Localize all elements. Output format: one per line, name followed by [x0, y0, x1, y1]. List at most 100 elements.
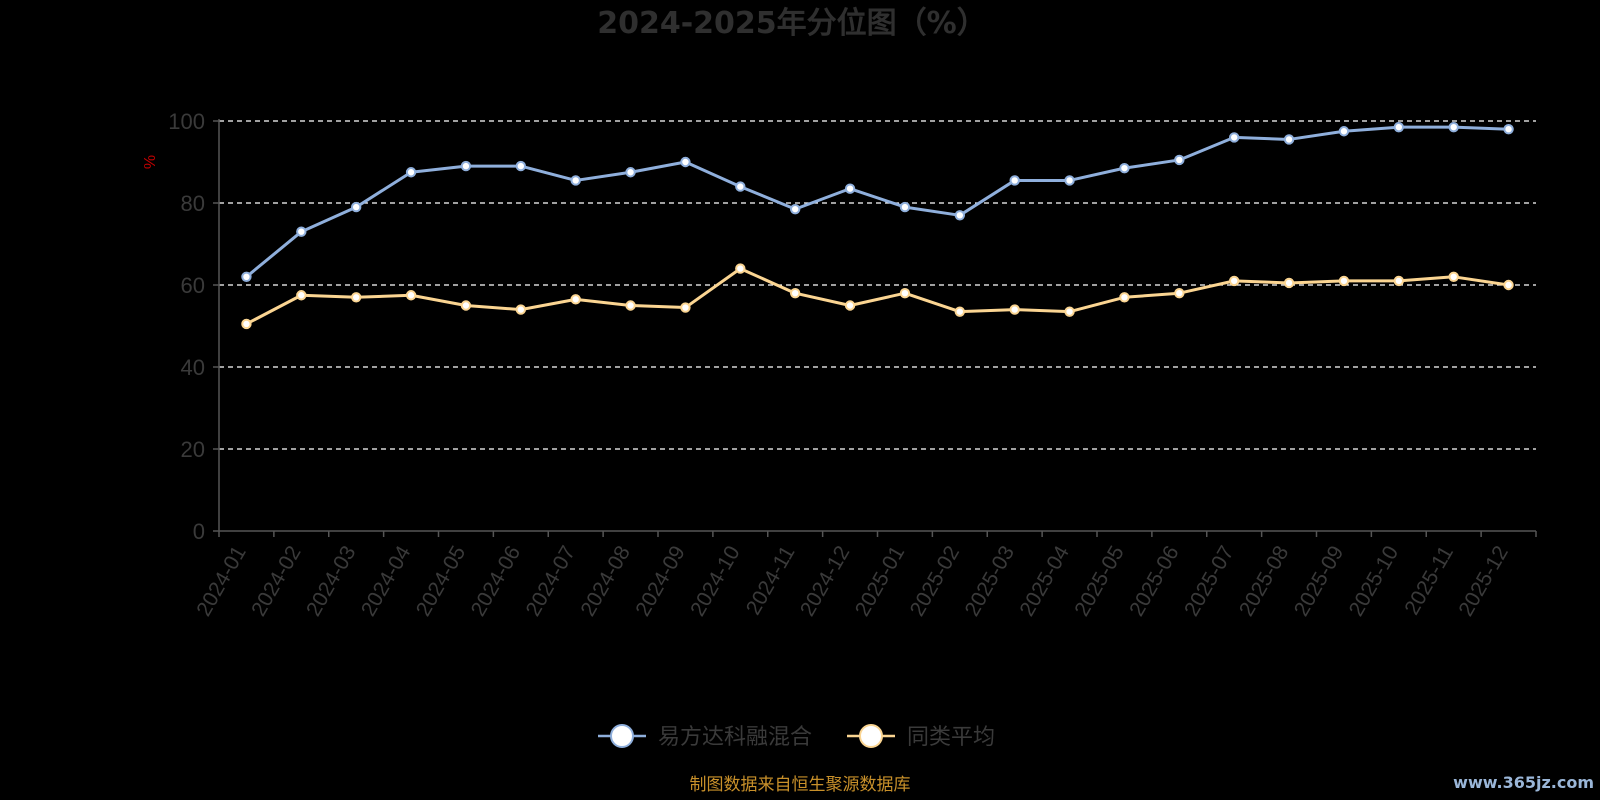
- y-tick-label: 80: [181, 191, 205, 216]
- x-tick-label: 2025-04: [1015, 542, 1074, 621]
- watermark: www.365jz.com: [1453, 773, 1594, 792]
- data-point: [405, 167, 417, 178]
- x-tick-label: 2024-06: [467, 542, 525, 620]
- legend-label: 易方达科融混合: [658, 725, 812, 750]
- data-point: [350, 292, 362, 303]
- data-point: [1503, 124, 1514, 135]
- x-tick-label: 2024-02: [247, 542, 305, 620]
- data-point: [789, 288, 801, 299]
- x-axis-ticks: 2024-012024-022024-032024-042024-052024-…: [192, 542, 1513, 621]
- x-tick-label: 2025-05: [1070, 542, 1128, 620]
- x-tick-label: 2025-07: [1180, 542, 1238, 620]
- data-point: [515, 160, 527, 172]
- x-tick-label: 2024-12: [796, 542, 854, 620]
- data-point: [1228, 275, 1240, 287]
- data-point: [680, 302, 691, 313]
- data-point: [1338, 275, 1350, 287]
- y-tick-label: 100: [168, 109, 205, 134]
- data-point: [1174, 154, 1185, 166]
- x-tick-label: 2024-10: [686, 542, 744, 620]
- data-point: [844, 183, 856, 194]
- data-point: [1448, 121, 1459, 133]
- data-point: [241, 271, 252, 282]
- data-point: [735, 263, 746, 274]
- y-tick-label: 0: [193, 519, 205, 544]
- x-tick-label: 2024-07: [522, 542, 580, 620]
- x-tick-label: 2025-11: [1400, 542, 1458, 619]
- data-point: [1119, 292, 1130, 303]
- data-point: [570, 294, 581, 305]
- data-point: [899, 288, 911, 299]
- data-point: [625, 167, 636, 178]
- chart-title: 2024-2025年分位图（%）: [597, 6, 987, 41]
- data-point: [1174, 288, 1185, 299]
- y-tick-label: 20: [181, 437, 205, 462]
- data-point: [1338, 126, 1350, 137]
- x-tick-label: 2024-05: [412, 542, 470, 620]
- x-tick-label: 2024-04: [357, 542, 416, 621]
- series-line: [245, 267, 1509, 326]
- axes: [213, 119, 1537, 537]
- source-note: 制图数据来自恒生聚源数据库: [690, 775, 911, 795]
- x-tick-label: 2025-02: [906, 542, 964, 620]
- x-tick-label: 2025-10: [1345, 542, 1403, 620]
- data-point: [625, 300, 636, 311]
- legend-item-1[interactable]: 易方达科融混合: [598, 724, 812, 750]
- y-axis-unit: %: [142, 155, 159, 169]
- data-point: [1448, 271, 1459, 282]
- x-tick-label: 2024-01: [192, 542, 250, 620]
- data-point: [241, 318, 252, 330]
- x-tick-label: 2025-01: [851, 542, 909, 620]
- data-point: [1393, 275, 1405, 287]
- data-point: [680, 156, 691, 168]
- data-point: [1009, 175, 1020, 186]
- data-point: [1393, 121, 1405, 133]
- data-point: [1119, 162, 1130, 174]
- x-tick-label: 2025-03: [961, 542, 1019, 620]
- x-tick-label: 2024-11: [742, 542, 800, 619]
- series-2: [241, 263, 1514, 330]
- data-point: [1064, 175, 1075, 186]
- data-point: [844, 300, 856, 311]
- data-point: [460, 300, 472, 311]
- data-point: [1283, 277, 1295, 289]
- data-point: [570, 175, 581, 186]
- x-tick-label: 2025-06: [1125, 542, 1183, 620]
- data-point: [515, 304, 527, 315]
- data-point: [1064, 306, 1075, 317]
- x-tick-label: 2025-08: [1235, 542, 1293, 620]
- legend-item-2[interactable]: 同类平均: [847, 724, 995, 750]
- grid-lines: [219, 120, 1536, 450]
- x-tick-label: 2024-03: [302, 542, 360, 620]
- legend-marker: [859, 724, 883, 748]
- series-layer: [241, 121, 1514, 330]
- data-point: [296, 290, 307, 301]
- y-tick-label: 40: [181, 355, 205, 380]
- data-point: [405, 290, 417, 301]
- x-tick-label: 2025-12: [1454, 542, 1512, 620]
- legend-marker: [610, 724, 634, 748]
- x-tick-label: 2024-09: [631, 542, 689, 620]
- legend[interactable]: 易方达科融混合 同类平均: [598, 724, 995, 750]
- series-line: [245, 125, 1509, 278]
- data-point: [954, 210, 966, 221]
- data-point: [1009, 304, 1020, 315]
- data-point: [350, 201, 362, 213]
- y-axis-ticks: 0 20 40 60 80 100: [168, 109, 205, 544]
- y-tick-label: 60: [181, 273, 205, 298]
- data-point: [1228, 132, 1240, 143]
- data-point: [954, 306, 966, 317]
- series-1: [241, 121, 1514, 282]
- data-point: [1503, 279, 1514, 291]
- data-point: [296, 226, 307, 237]
- x-tick-label: 2024-08: [576, 542, 634, 620]
- data-point: [460, 160, 472, 172]
- x-tick-label: 2025-09: [1290, 542, 1348, 620]
- legend-label: 同类平均: [907, 725, 995, 750]
- data-point: [789, 203, 801, 215]
- data-point: [899, 201, 911, 213]
- data-point: [1283, 134, 1295, 145]
- data-point: [735, 181, 746, 192]
